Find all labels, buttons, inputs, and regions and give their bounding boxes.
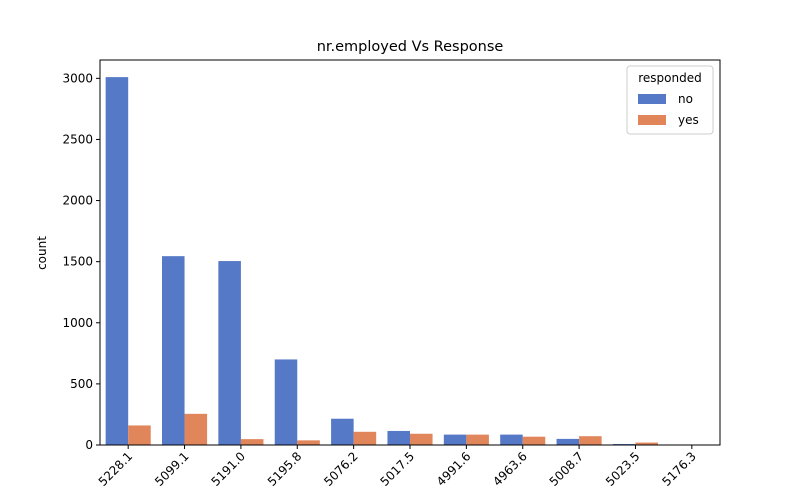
bar-yes-5017.5 — [410, 433, 433, 445]
x-tick-label: 4991.6 — [434, 449, 474, 489]
x-tick-label: 5008.7 — [547, 449, 587, 489]
bar-yes-4991.6 — [466, 434, 489, 445]
bar-no-5099.1 — [162, 256, 185, 445]
y-tick-label: 1500 — [62, 255, 93, 269]
bar-no-5228.1 — [105, 77, 129, 445]
legend-swatch-yes — [638, 115, 666, 125]
bar-no-5191.0 — [218, 261, 241, 445]
legend-label-yes: yes — [678, 113, 699, 127]
y-tick-label: 2000 — [62, 194, 93, 208]
bar-yes-5008.7 — [579, 436, 602, 445]
bar-yes-5228.1 — [128, 425, 151, 445]
bar-yes-5076.2 — [353, 431, 377, 445]
x-tick-label: 5023.5 — [603, 449, 643, 489]
bar-no-5017.5 — [387, 430, 410, 445]
x-tick-label: 4963.6 — [490, 449, 530, 489]
bar-no-5195.8 — [274, 359, 298, 445]
x-tick-label: 5099.1 — [152, 449, 192, 489]
bar-yes-5023.5 — [635, 442, 658, 445]
x-tick-label: 5076.2 — [321, 449, 361, 489]
bar-no-4963.6 — [500, 434, 523, 445]
legend-title: responded — [638, 71, 702, 85]
x-tick-label: 5017.5 — [378, 449, 418, 489]
y-tick-label: 2500 — [62, 132, 93, 146]
y-axis: 0 500 1000 1500 2000 2500 3000 — [62, 71, 100, 452]
legend-swatch-no — [638, 94, 666, 104]
x-tick-label: 5228.1 — [96, 449, 136, 489]
x-axis: 5228.1 5099.1 5191.0 5195.8 5076.2 5017.5 4991… — [96, 445, 699, 489]
y-tick-label: 500 — [70, 377, 93, 391]
legend-label-no: no — [678, 92, 693, 106]
y-tick-label: 3000 — [62, 71, 93, 85]
x-tick-label: 5195.8 — [265, 449, 305, 489]
y-tick-label: 1000 — [62, 316, 93, 330]
plot-frame — [99, 59, 721, 446]
legend: responded no yes — [626, 65, 714, 135]
chart-title: nr.employed Vs Response — [317, 39, 504, 55]
bar-yes-5191.0 — [240, 439, 264, 445]
x-tick-label: 5176.3 — [659, 449, 699, 489]
bar-no-5076.2 — [331, 418, 354, 445]
bar-no-5008.7 — [556, 438, 580, 445]
bars-group — [105, 77, 692, 445]
y-axis-title: count — [35, 236, 49, 270]
x-tick-label: 5191.0 — [208, 449, 248, 489]
bar-yes-4963.6 — [522, 436, 546, 445]
bar-yes-5195.8 — [297, 440, 320, 445]
bar-no-4991.6 — [443, 434, 467, 445]
y-tick-label: 0 — [85, 438, 93, 452]
bar-yes-5099.1 — [184, 413, 208, 445]
